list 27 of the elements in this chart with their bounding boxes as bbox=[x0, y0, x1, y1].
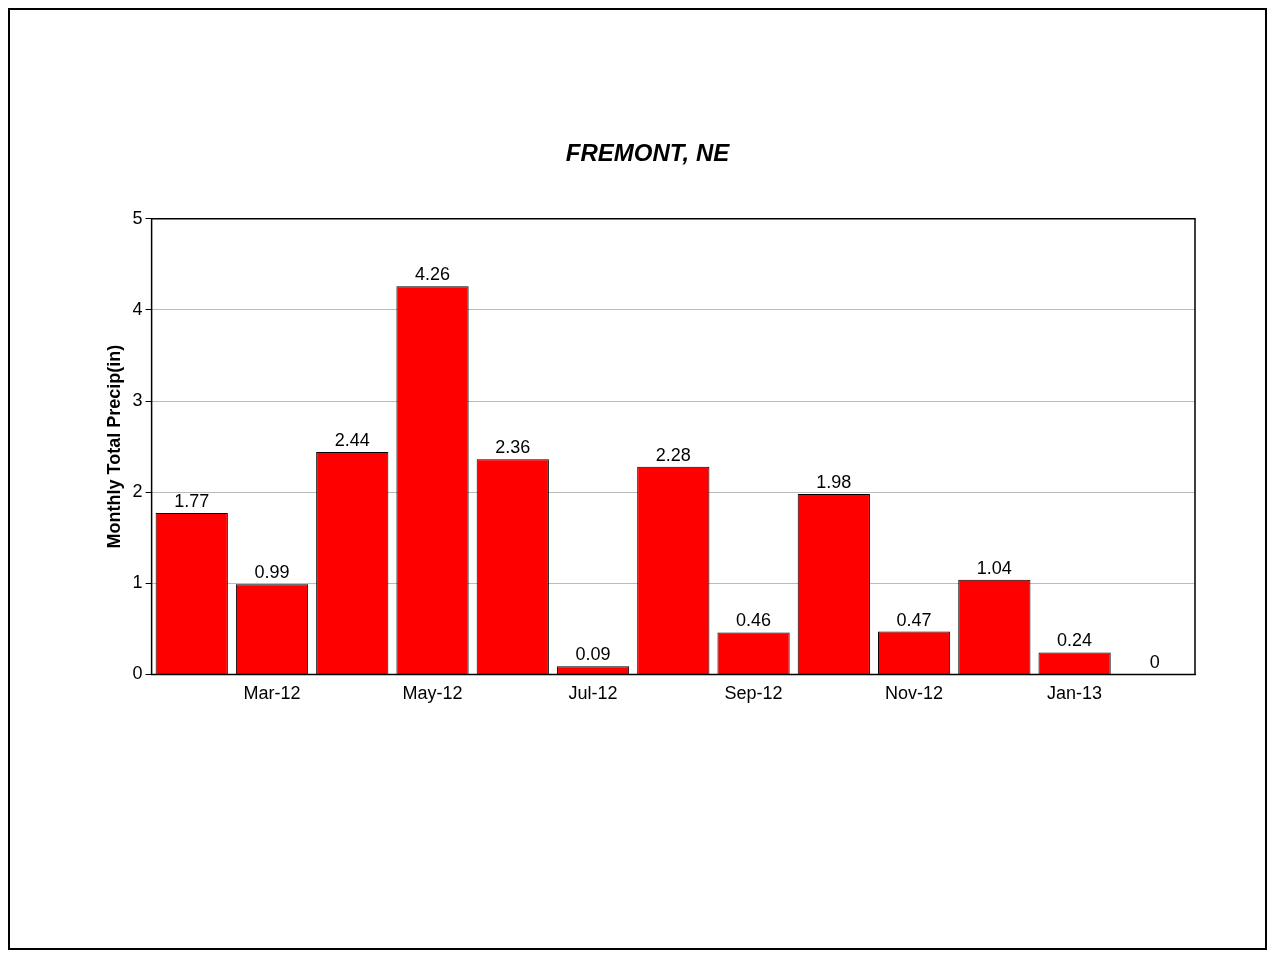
x-tick-label: Jul-12 bbox=[568, 683, 618, 704]
data-label: 2.44 bbox=[334, 430, 370, 451]
data-label: 2.36 bbox=[495, 437, 531, 458]
x-tick-label: Mar-12 bbox=[243, 683, 301, 704]
data-label: 0.24 bbox=[1057, 630, 1093, 651]
y-tick-label: 0 bbox=[132, 663, 143, 684]
data-label: 0.09 bbox=[575, 644, 611, 665]
data-label: 2.28 bbox=[655, 444, 691, 465]
data-label: 1.04 bbox=[976, 557, 1012, 578]
data-label: 0.47 bbox=[896, 609, 932, 630]
y-tick-label: 3 bbox=[132, 390, 143, 411]
data-label: 0 bbox=[1149, 652, 1160, 673]
x-tick-label: Nov-12 bbox=[885, 683, 944, 704]
y-tick-label: 4 bbox=[132, 298, 143, 319]
x-tick-label: May-12 bbox=[402, 683, 463, 704]
data-label: 0.46 bbox=[736, 610, 772, 631]
data-label: 0.99 bbox=[254, 562, 290, 583]
data-label: 4.26 bbox=[415, 264, 451, 285]
chart-title: FREMONT, NE bbox=[565, 139, 731, 167]
y-axis-title: Monthly Total Precip(in) bbox=[103, 344, 124, 549]
data-label: 1.98 bbox=[816, 471, 852, 492]
x-tick-label: Sep-12 bbox=[724, 683, 783, 704]
y-tick-label: 1 bbox=[132, 572, 143, 593]
y-tick-label: 2 bbox=[132, 481, 143, 502]
data-label: 1.77 bbox=[174, 491, 210, 512]
y-tick-label: 5 bbox=[132, 207, 143, 228]
x-tick-label: Jan-13 bbox=[1047, 683, 1103, 704]
